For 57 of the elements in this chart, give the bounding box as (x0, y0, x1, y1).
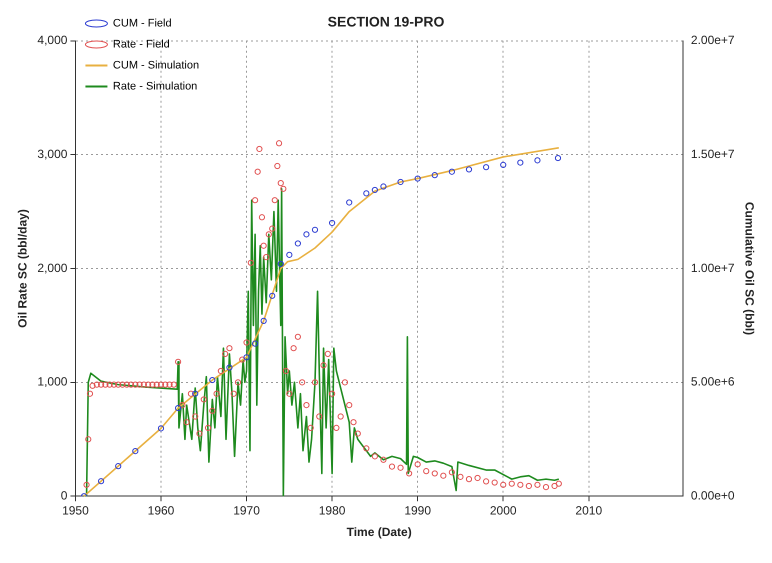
point (226, 364, 233, 371)
y2-tick-label: 1.50e+7 (690, 146, 735, 161)
x-tick-label: 2000 (490, 504, 517, 518)
y-tick-label: 3,000 (37, 146, 68, 161)
point (158, 425, 164, 432)
point (98, 478, 104, 484)
point (132, 448, 138, 454)
x-tick-label: 1950 (62, 504, 90, 518)
point (243, 354, 250, 360)
y-axis-title: Oil Rate SC (bbl/day) (16, 209, 30, 328)
chart-title: SECTION 19-PRO (328, 13, 444, 30)
legend-label: CUM - Simulation (112, 60, 200, 72)
y2-tick-label: 5.00e+6 (690, 374, 735, 389)
point (500, 162, 506, 168)
y-tick-label: 2,000 (37, 260, 68, 275)
y2-tick-label: 1.00e+7 (690, 260, 735, 275)
point (363, 190, 370, 196)
point (312, 226, 318, 233)
legend-label: Rate - Simulation (112, 80, 198, 93)
point (448, 168, 455, 175)
x-tick-label: 1980 (318, 504, 346, 518)
x-tick-label: 1960 (148, 504, 175, 518)
point (483, 164, 490, 170)
point (329, 220, 336, 226)
point (534, 157, 541, 164)
point (209, 376, 216, 384)
point (260, 318, 267, 324)
point (269, 292, 276, 299)
x-tick-label: 1970 (233, 504, 260, 518)
point (252, 340, 258, 347)
y2-tick-label: 2.00e+7 (690, 33, 735, 48)
point (175, 404, 182, 412)
y2-axis-title: Cumulative Oil SC (bbl) (742, 202, 756, 336)
point (192, 390, 198, 397)
point (466, 166, 472, 173)
y-tick-label: 1,000 (37, 374, 68, 389)
x-tick-label: 2010 (575, 504, 602, 518)
point (372, 186, 378, 194)
point (397, 178, 404, 186)
point (380, 183, 387, 190)
x-axis-title: Time (Date) (346, 525, 412, 540)
point (303, 231, 310, 238)
point (286, 252, 292, 258)
point (432, 172, 438, 178)
point (554, 154, 562, 162)
y-tick-label: 4,000 (37, 33, 68, 48)
legend-label: Rate - Field (112, 38, 170, 51)
y2-tick-label: 0.00e+0 (690, 488, 735, 503)
legend-label: CUM - Field (112, 18, 172, 30)
point (414, 175, 421, 182)
point (278, 260, 284, 268)
point (115, 463, 122, 470)
x-tick-label: 1990 (404, 504, 432, 518)
point (517, 160, 524, 166)
point (294, 240, 301, 247)
point (346, 199, 352, 206)
y-tick-label: 0 (60, 488, 68, 503)
